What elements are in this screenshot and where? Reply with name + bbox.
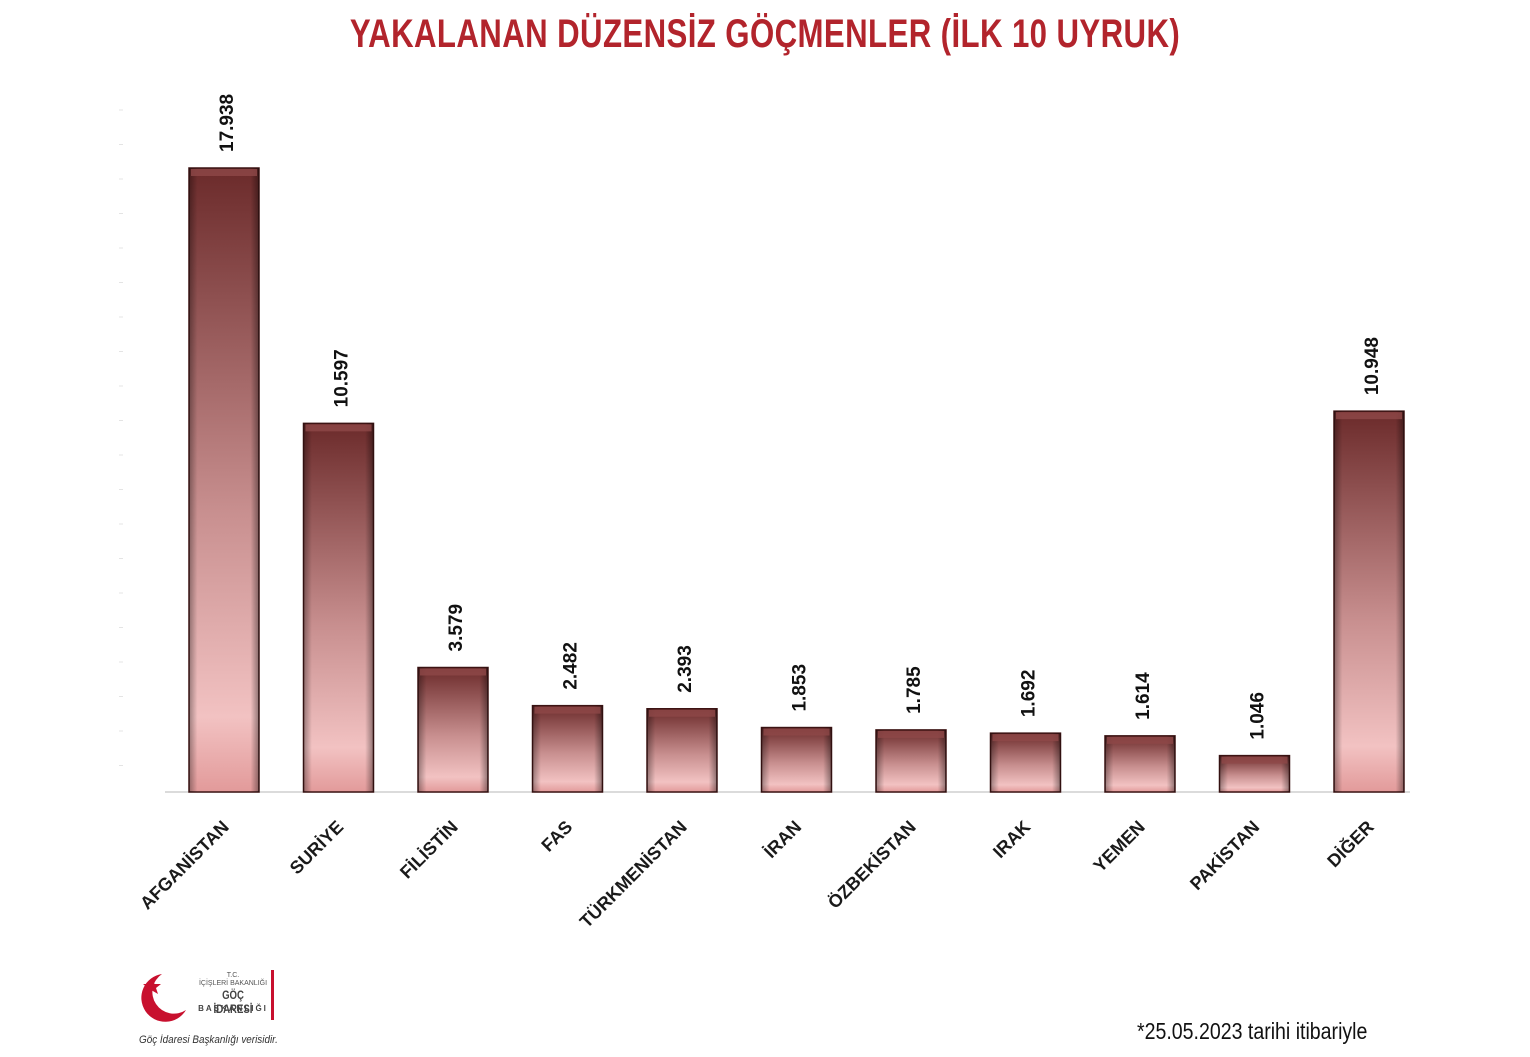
- bar-shade: [990, 733, 1061, 792]
- bar-group: [531, 704, 604, 793]
- bar-group: [646, 708, 718, 793]
- data-label: 1.692: [1019, 670, 1040, 718]
- bar-shade: [189, 168, 259, 792]
- data-label: 1.785: [904, 666, 925, 714]
- logo-baskanligi: BAŞKANLIĞI: [198, 1004, 268, 1013]
- goc-idaresi-logo: T.C. İÇİŞLERİ BAKANLIĞI GÖÇ İDARESİ BAŞK…: [132, 966, 282, 1056]
- data-label: 1.614: [1133, 672, 1154, 720]
- x-tick-label: İRAN: [760, 817, 805, 862]
- data-label: 10.948: [1362, 337, 1383, 395]
- data-label: 17.938: [217, 94, 238, 152]
- date-note: *25.05.2023 tarihi itibariyle: [1137, 1018, 1368, 1044]
- bar-cap: [1221, 756, 1288, 764]
- chart-title: YAKALANAN DÜZENSİZ GÖÇMENLER (İLK 10 UYR…: [349, 12, 1181, 56]
- data-label: 2.393: [675, 645, 696, 693]
- x-tick-label: SURİYE: [286, 817, 348, 879]
- bar-shade: [1105, 735, 1175, 792]
- logo-goc-idaresi: GÖÇ İDARESİ: [213, 988, 253, 1016]
- bar-group: [1333, 410, 1405, 793]
- x-tick-label: DİĞER: [1323, 816, 1378, 871]
- x-tick-label: FİLİSTİN: [396, 817, 462, 883]
- x-tick-label: TÜRKMENİSTAN: [576, 817, 691, 932]
- data-label: 3.579: [446, 604, 467, 652]
- bar-group: [1104, 735, 1176, 793]
- bar-group: [188, 167, 260, 793]
- bar-cap: [649, 709, 715, 717]
- bar-shade: [532, 705, 603, 792]
- bar-group: [1218, 754, 1291, 793]
- x-tick-label: IRAK: [989, 817, 1034, 862]
- data-label: 10.597: [332, 349, 353, 407]
- bar-shade: [647, 708, 717, 792]
- bar-cap: [1107, 736, 1173, 744]
- bar-group: [302, 422, 375, 793]
- crescent-star-icon: [141, 974, 186, 1022]
- bar-shade: [1334, 411, 1404, 792]
- bar-group: [417, 666, 489, 793]
- bar-cap: [878, 730, 944, 738]
- x-tick-label: AFGANİSTAN: [136, 817, 233, 914]
- bar-group: [760, 726, 833, 793]
- data-label: 2.482: [561, 642, 582, 690]
- bar-shade: [418, 667, 488, 792]
- x-tick-label: YEMEN: [1089, 817, 1148, 876]
- x-tick-label: ÖZBEKİSTAN: [824, 817, 920, 913]
- bar-cap: [1336, 412, 1402, 420]
- bar-shade: [303, 423, 374, 792]
- bar-cap: [305, 424, 372, 432]
- data-label: 1.046: [1248, 692, 1269, 740]
- data-label: 1.853: [790, 664, 811, 712]
- bar-cap: [191, 169, 257, 176]
- bar-group: [989, 732, 1062, 793]
- bar-cap: [534, 706, 601, 714]
- logo-tc: T.C.: [226, 972, 240, 979]
- logo-ministry: İÇİŞLERİ BAKANLIĞI: [198, 980, 268, 987]
- bar-shade: [761, 727, 832, 792]
- logo-divider: [271, 970, 274, 1020]
- bar-cap: [763, 728, 830, 736]
- x-tick-label: FAS: [537, 817, 576, 856]
- bar-shade: [876, 729, 946, 792]
- bar-chart: 17.938 AFGANİSTAN 10.597 SURİYE 3.579 FİLİSTİ…: [119, 94, 1410, 932]
- x-tick-label: PAKİSTAN: [1186, 817, 1263, 894]
- source-credit: Göç İdaresi Başkanlığı verisidir.: [139, 1034, 278, 1046]
- bar-cap: [420, 668, 486, 676]
- bar-cap: [992, 734, 1059, 742]
- bar-group: [875, 729, 947, 793]
